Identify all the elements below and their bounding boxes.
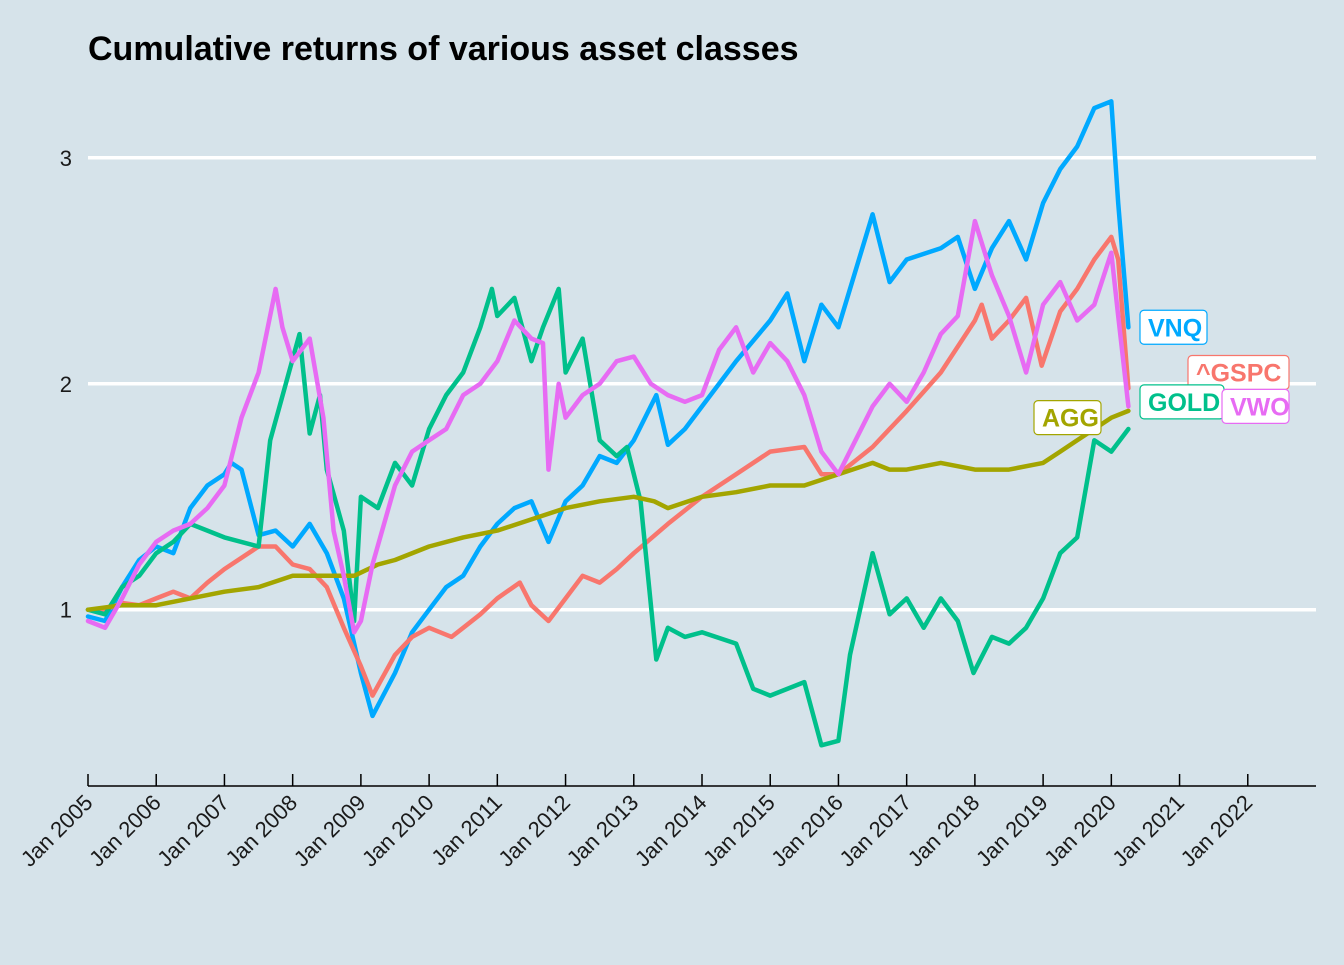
end-label-box (1033, 400, 1102, 436)
series-line-gold (85, 286, 1131, 748)
end-label-vwo: VWO (1221, 388, 1290, 424)
y-axis-ticks: 1 2 3 (60, 146, 72, 623)
x-tick-label: Jan 2014 (630, 790, 712, 872)
x-tick-label: Jan 2012 (493, 790, 575, 872)
end-label-text: ^GSPC (1196, 359, 1281, 387)
x-tick-label: Jan 2016 (766, 790, 848, 872)
x-tick-label: Jan 2005 (16, 790, 98, 872)
end-label-text: GOLD (1148, 389, 1220, 417)
series-line-agg (85, 408, 1131, 612)
x-tick-label: Jan 2010 (357, 790, 439, 872)
end-label-box (1139, 309, 1208, 345)
y-tick-label: 1 (60, 598, 72, 623)
end-label-box (1221, 388, 1290, 424)
end-label-agg: AGG (1033, 400, 1102, 436)
x-tick-label: Jan 2009 (289, 790, 371, 872)
x-tick-label: Jan 2019 (971, 790, 1053, 872)
x-tick-label: Jan 2020 (1039, 790, 1121, 872)
x-tick-label: Jan 2015 (698, 790, 780, 872)
end-label-text: VWO (1230, 393, 1290, 421)
end-label-vnq: VNQ (1139, 309, 1208, 345)
grid (88, 156, 1316, 612)
x-tick-label: Jan 2011 (426, 790, 507, 871)
end-label-text: AGG (1042, 405, 1099, 433)
chart-title: Cumulative returns of various asset clas… (88, 30, 799, 68)
end-label-text: VNQ (1148, 314, 1202, 342)
x-tick-label: Jan 2006 (84, 790, 166, 872)
series-line-gspc (85, 234, 1131, 698)
x-tick-label: Jan 2017 (835, 790, 917, 872)
series-lines (85, 99, 1131, 748)
x-tick-label: Jan 2007 (152, 790, 234, 872)
end-label-gspc: ^GSPC (1187, 354, 1290, 391)
y-tick-label: 2 (60, 372, 72, 397)
x-tick-label: Jan 2013 (562, 790, 644, 872)
series-line-vwo (85, 218, 1131, 635)
x-tick-label: Jan 2018 (903, 790, 985, 872)
x-tick-label: Jan 2021 (1107, 790, 1189, 872)
x-tick-label: Jan 2022 (1176, 790, 1258, 872)
end-label-gold: GOLD (1139, 384, 1225, 420)
y-tick-label: 3 (60, 146, 72, 171)
x-tick-label: Jan 2008 (221, 790, 303, 872)
series-line-vnq (85, 99, 1131, 719)
